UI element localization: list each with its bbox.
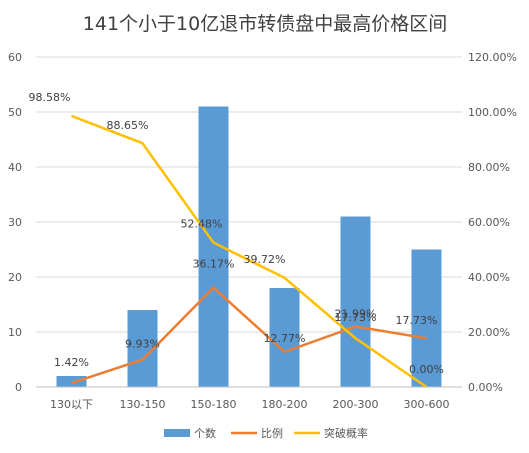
x-tick-label: 130-150	[120, 398, 166, 411]
right-tick-label: 0.00%	[468, 381, 503, 394]
right-axis: 0.00% 20.00% 40.00% 60.00% 80.00% 100.00% 120.…	[468, 51, 517, 394]
data-label: 12.77%	[264, 332, 306, 345]
data-label: 21.99%	[335, 308, 377, 321]
left-tick-label: 20	[8, 271, 22, 284]
data-label: 17.73%	[396, 314, 438, 327]
left-tick-label: 10	[8, 326, 22, 339]
data-label: 9.93%	[125, 338, 160, 351]
gridlines	[36, 56, 462, 388]
data-label: 17.73%	[335, 311, 377, 324]
legend-swatch-bar	[164, 429, 190, 437]
legend-label: 比例	[261, 426, 283, 440]
left-tick-label: 0	[15, 381, 22, 394]
data-label: 1.42%	[54, 356, 89, 369]
left-tick-label: 30	[8, 216, 22, 229]
legend-label: 个数	[194, 427, 216, 440]
right-tick-label: 60.00%	[468, 216, 510, 229]
legend: 个数 比例 突破概率	[164, 426, 368, 440]
bar-series	[56, 106, 442, 387]
series-line-1	[71, 286, 427, 385]
x-axis: 130以下 130-150 150-180 180-200 200-300 300-600	[36, 386, 462, 411]
bar	[56, 376, 87, 387]
right-tick-label: 40.00%	[468, 271, 510, 284]
right-tick-label: 100.00%	[468, 106, 517, 119]
bar	[411, 249, 442, 387]
series-line-2	[71, 114, 428, 389]
chart-title: 141个小于10亿退市转债盘中最高价格区间	[83, 13, 447, 35]
bar	[340, 216, 371, 387]
data-label: 52.48%	[181, 218, 223, 231]
line-series	[71, 114, 428, 389]
left-tick-label: 40	[8, 161, 22, 174]
x-tick-label: 200-300	[333, 398, 379, 411]
x-tick-label: 300-600	[404, 398, 450, 411]
data-label: 39.72%	[244, 253, 286, 266]
bar	[269, 288, 300, 387]
x-tick-label: 130以下	[50, 398, 93, 411]
left-axis: 0 10 20 30 40 50 60	[8, 51, 22, 394]
x-tick-label: 180-200	[262, 398, 308, 411]
left-tick-label: 60	[8, 51, 22, 64]
data-label: 36.17%	[193, 258, 235, 271]
left-tick-label: 50	[8, 106, 22, 119]
right-tick-label: 20.00%	[468, 326, 510, 339]
right-tick-label: 80.00%	[468, 161, 510, 174]
data-label: 98.58%	[29, 91, 71, 104]
data-label: 0.00%	[409, 363, 444, 376]
data-labels: 1.42%9.93%36.17%12.77%21.99%17.73%98.58%…	[29, 91, 444, 376]
data-label: 88.65%	[107, 119, 149, 132]
right-tick-label: 120.00%	[468, 51, 517, 64]
legend-label: 突破概率	[324, 426, 368, 440]
x-tick-label: 150-180	[191, 398, 237, 411]
